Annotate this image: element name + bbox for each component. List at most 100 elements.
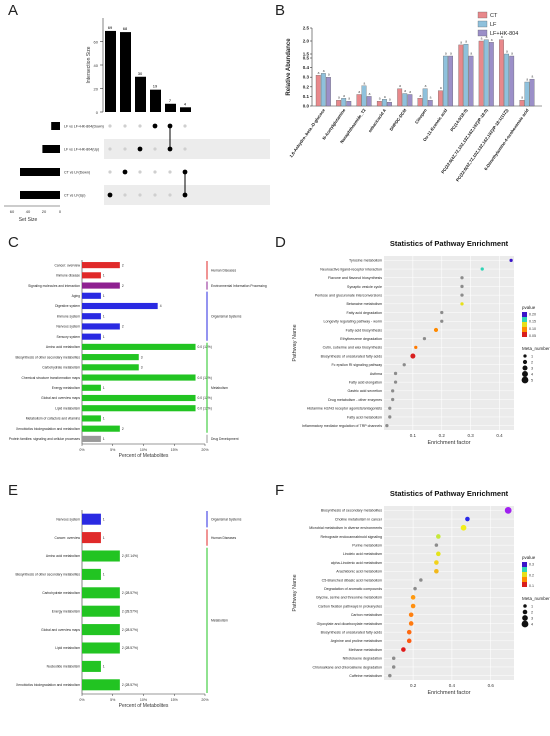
category-bar [82,394,196,402]
data-bar [361,85,367,107]
pathway-label: Fatty acid degradation [346,311,382,315]
category-label: Aging [72,294,81,298]
enrichment-point [391,665,396,669]
data-bar [504,53,510,107]
enrichment-point [460,524,467,531]
enrichment-point [406,638,412,644]
data-bar [356,94,362,107]
legend-gradient-step [522,572,527,577]
bar-value-label: 1 [103,386,105,390]
legend-size-dot [521,376,529,384]
significance-label: a [470,52,472,56]
enrichment-bubble-d: 0.1 0.2 0.3 0.4 Tyrosine metabolism Neuroacti… [292,239,550,446]
enrichment-point [422,337,427,341]
significance-label: a [511,52,513,56]
legend-pvalue-tick: 0.20 [529,313,536,317]
matrix-dot [183,124,187,128]
enrichment-point [460,302,464,306]
significance-label: a [506,50,508,54]
category-label: Global and overview maps [41,628,80,632]
category-bar [82,343,196,350]
y-tick-label: 20 [94,87,99,92]
significance-label: a [430,96,432,100]
matrix-dot [183,147,187,151]
pathway-label: Chloroalkane and chloroalkene degradatio… [312,665,382,669]
enrichment-point [391,389,395,393]
category-label: Nervous system [56,325,80,329]
y-axis-label: Intersection Size [86,46,92,83]
category-label: Signaling molecules and interaction [28,284,80,288]
pathway-label: Purine metabolism [352,543,382,547]
category-label: Carbohydrate metabolism [42,366,80,370]
enrichment-point [401,647,406,652]
set-size-tick: 40 [26,209,31,214]
legend-size-dot [521,620,529,628]
enrichment-point [388,415,392,419]
intersection-bar [180,107,191,112]
enrichment-point [388,673,392,678]
group-label: Organismal Systems [211,517,242,521]
enrichment-point [504,506,512,514]
legend-size-dot [522,609,528,615]
category-bar [82,660,101,672]
x-tick-label: 20% [201,448,209,452]
legend-gradient-step [522,327,527,332]
matrix-dot [153,170,157,174]
data-bar [468,55,474,107]
pathway-label: Longevity regulating pathway - worm [323,320,382,324]
category-label: Digestive system [55,304,80,308]
plot-background [384,506,514,680]
y-axis-label: Pathway Name [292,574,298,611]
x-tick-label: 5% [110,448,116,452]
enrichment-point [434,543,439,547]
bar-value-label: 0.0 (12%) [198,376,212,380]
bar-value-label: 2 (57.14%) [122,554,138,558]
matrix-dot [108,170,112,174]
x-tick-label: 0.1 [410,433,417,438]
category-label: Protein families: signaling and cellular… [9,437,80,441]
category-label: Lipid metabolism [55,646,80,650]
data-bar [499,39,504,107]
legend-size-tick: 3 [531,367,533,371]
legend-size-dot [522,359,528,365]
intersection-bar-label: 7 [169,98,172,103]
category-bar [82,323,120,330]
bar-value-label: 1 [103,517,105,521]
significance-label: a [425,84,427,88]
enrichment-point [440,319,444,323]
significance-label: a [450,52,452,56]
panel-label-c: C [8,234,19,251]
x-tick-label: 10% [140,448,148,452]
category-bar [82,513,101,525]
pathway-label: Microbial metabolism in diverse environm… [309,526,382,530]
data-bar [376,101,382,107]
data-bar [529,78,535,107]
category-label: Global and overview maps [41,396,80,400]
legend-pvalue-tick: 0.3 [529,563,534,567]
x-tick-label: sebacicacid A [367,108,387,134]
significance-label: a [486,35,488,39]
group-label: Metabolism [211,619,228,623]
y-tick-label: 2.0 [303,39,310,44]
y-tick-label: 40 [94,63,99,68]
y-axis-label: Pathway Name [292,324,298,361]
bar-value-label: 1 [103,417,105,421]
bar-value-label: 3 [141,355,143,359]
enrichment-point [440,310,444,315]
pathway-label: alpha-Linolenic acid metabolism [331,561,382,565]
matrix-dot [122,169,128,175]
enrichment-point [434,568,439,574]
x-tick-label: DHPDC-DCM [389,107,408,131]
significance-label: a [440,86,442,90]
category-bar [82,624,120,636]
legend-size-tick: 4 [531,373,533,377]
category-bar [82,587,120,599]
bar-value-label: 1 [103,314,105,318]
intersection-bar-label: 69 [108,25,113,30]
matrix-dot [137,146,143,152]
legend-pvalue-tick: 0.2 [529,573,534,577]
enrichment-point [410,353,416,359]
enrichment-point [460,293,464,297]
data-bar [483,39,489,107]
data-bar [478,40,484,107]
